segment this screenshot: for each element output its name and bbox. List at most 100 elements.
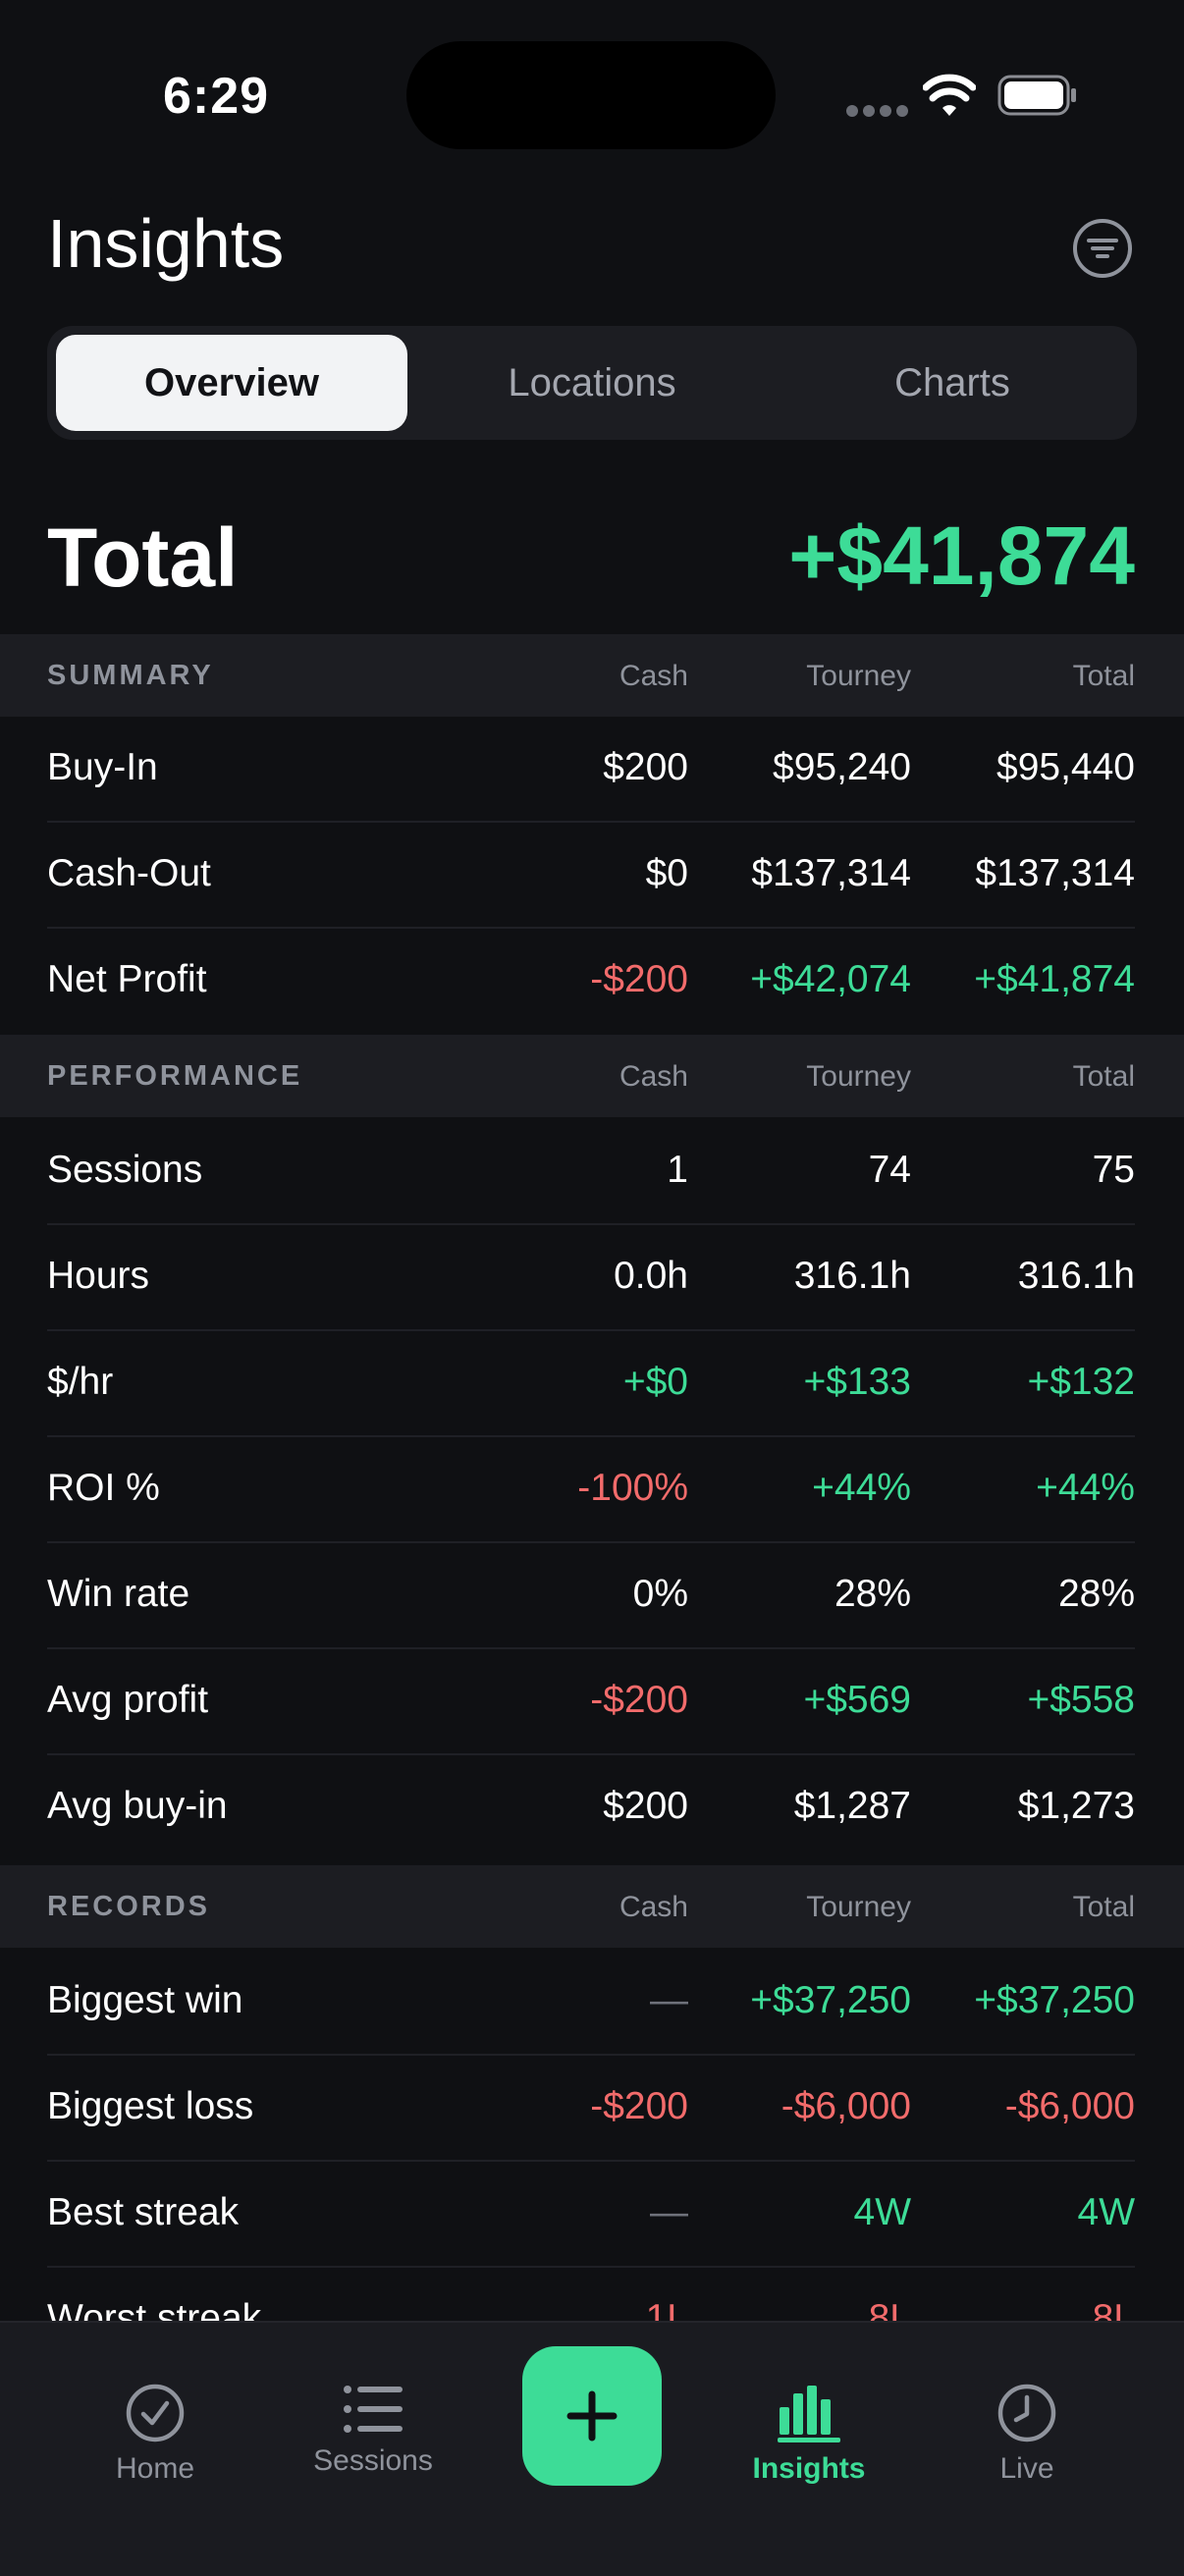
row-label: Avg buy-in [47,1785,228,1827]
column-header-cash: Cash [619,1060,688,1093]
segmented-control: Overview Locations Charts [47,326,1137,440]
section-title: SUMMARY [47,660,214,691]
divider [47,2266,1135,2268]
cash-value: — [650,2191,688,2233]
total-value-cell: 316.1h [1017,1255,1135,1297]
tourney-value: 74 [868,1149,911,1191]
total-value-cell: 4W [1077,2191,1136,2233]
check-circle-icon [126,2384,185,2442]
tourney-value: $1,287 [793,1785,911,1827]
tourney-value: +$37,250 [750,1979,911,2021]
total-value-cell: 28% [1057,1573,1135,1615]
table-row: Avg buy-in $200 $1,287 $1,273 [0,1755,1184,1861]
cash-value: 1 [667,1149,688,1191]
table-row: Buy-In $200 $95,240 $95,440 [0,717,1184,823]
row-label: Biggest win [47,1979,243,2021]
tab-bar-item-live[interactable]: Live [939,2382,1115,2486]
tourney-value: $95,240 [773,746,911,788]
cash-value: -$200 [590,958,688,1000]
divider [47,821,1135,823]
row-label: Best streak [47,2191,240,2233]
row-label: ROI % [47,1467,160,1509]
add-session-button[interactable] [522,2346,662,2486]
tab-bar-label: Home [115,2452,195,2485]
divider [47,1541,1135,1543]
table-row: Net Profit -$200 +$42,074 +$41,874 [0,929,1184,1035]
column-header-tourney: Tourney [806,1891,911,1923]
row-label: Cash-Out [47,852,211,894]
total-value-cell: +$37,250 [974,1979,1135,2021]
column-header-cash: Cash [619,1891,688,1923]
signal-icon [846,104,913,122]
list-icon [344,2386,403,2433]
divider [47,1753,1135,1755]
row-label: Sessions [47,1149,203,1191]
total-value-cell: $1,273 [1017,1785,1135,1827]
column-header-cash: Cash [619,660,688,692]
cash-value: -$200 [590,2085,688,2127]
column-header-tourney: Tourney [806,1060,911,1093]
cash-value: +$0 [622,1361,688,1403]
divider [47,1329,1135,1331]
tab-bar-label: Live [999,2452,1054,2485]
row-label: Buy-In [47,746,158,788]
battery-icon [997,75,1076,116]
row-label: Avg profit [47,1679,209,1721]
table-row: Biggest loss -$200 -$6,000 -$6,000 [0,2056,1184,2162]
bar-chart-icon [778,2386,840,2442]
section-title: PERFORMANCE [47,1060,303,1092]
divider [47,1435,1135,1437]
total-value-cell: -$6,000 [1004,2085,1135,2127]
column-header-total: Total [1072,660,1135,692]
total-label: Total [47,511,239,604]
table-row: $/hr +$0 +$133 +$132 [0,1331,1184,1437]
tourney-value: -$6,000 [780,2085,911,2127]
tab-bar-label: Insights [752,2452,866,2485]
tab-locations[interactable]: Locations [508,360,676,404]
table-row: Biggest win — +$37,250 +$37,250 [0,1950,1184,2056]
tourney-value: +44% [812,1467,911,1509]
divider [47,2160,1135,2162]
page-title: Insights [47,205,285,282]
tourney-value: +$569 [803,1679,911,1721]
row-label: Biggest loss [47,2085,254,2127]
total-value-cell: +44% [1036,1467,1135,1509]
row-label: Hours [47,1255,150,1297]
divider [47,1647,1135,1649]
table-row: Avg profit -$200 +$569 +$558 [0,1649,1184,1755]
cash-value: -$200 [590,1679,688,1721]
tourney-value: $137,314 [751,852,911,894]
cash-value: 0.0h [614,1255,688,1297]
section-header-summary: SUMMARY Cash Tourney Total [0,634,1184,717]
total-value: +$41,874 [788,510,1135,602]
table-row: Best streak — 4W 4W [0,2162,1184,2268]
tab-overview[interactable]: Overview [56,335,407,431]
column-header-tourney: Tourney [806,660,911,692]
divider [47,1223,1135,1225]
tourney-value: +$133 [803,1361,911,1403]
dynamic-island [406,41,776,149]
tourney-value: 28% [834,1573,911,1615]
table-row: Win rate 0% 28% 28% [0,1543,1184,1649]
table-row: Hours 0.0h 316.1h 316.1h [0,1225,1184,1331]
cash-value: -100% [577,1467,688,1509]
section-header-records: RECORDS Cash Tourney Total [0,1865,1184,1948]
total-value-cell: +$558 [1027,1679,1135,1721]
tab-bar-item-home[interactable]: Home [67,2382,243,2486]
cash-value: $0 [645,852,688,894]
row-label: $/hr [47,1361,114,1403]
tourney-value: 316.1h [793,1255,911,1297]
section-header-performance: PERFORMANCE Cash Tourney Total [0,1035,1184,1117]
table-row: Cash-Out $0 $137,314 $137,314 [0,823,1184,929]
tourney-value: +$42,074 [750,958,911,1000]
status-time: 6:29 [163,68,270,125]
tab-bar-item-sessions[interactable]: Sessions [285,2382,461,2478]
row-label: Win rate [47,1573,190,1615]
tab-charts[interactable]: Charts [894,360,1010,404]
total-value-cell: $95,440 [996,746,1135,788]
tab-bar-item-insights[interactable]: Insights [721,2382,897,2486]
divider [47,2054,1135,2056]
filter-icon[interactable] [1072,218,1133,279]
section-title: RECORDS [47,1891,211,1922]
total-value-cell: +$132 [1027,1361,1135,1403]
